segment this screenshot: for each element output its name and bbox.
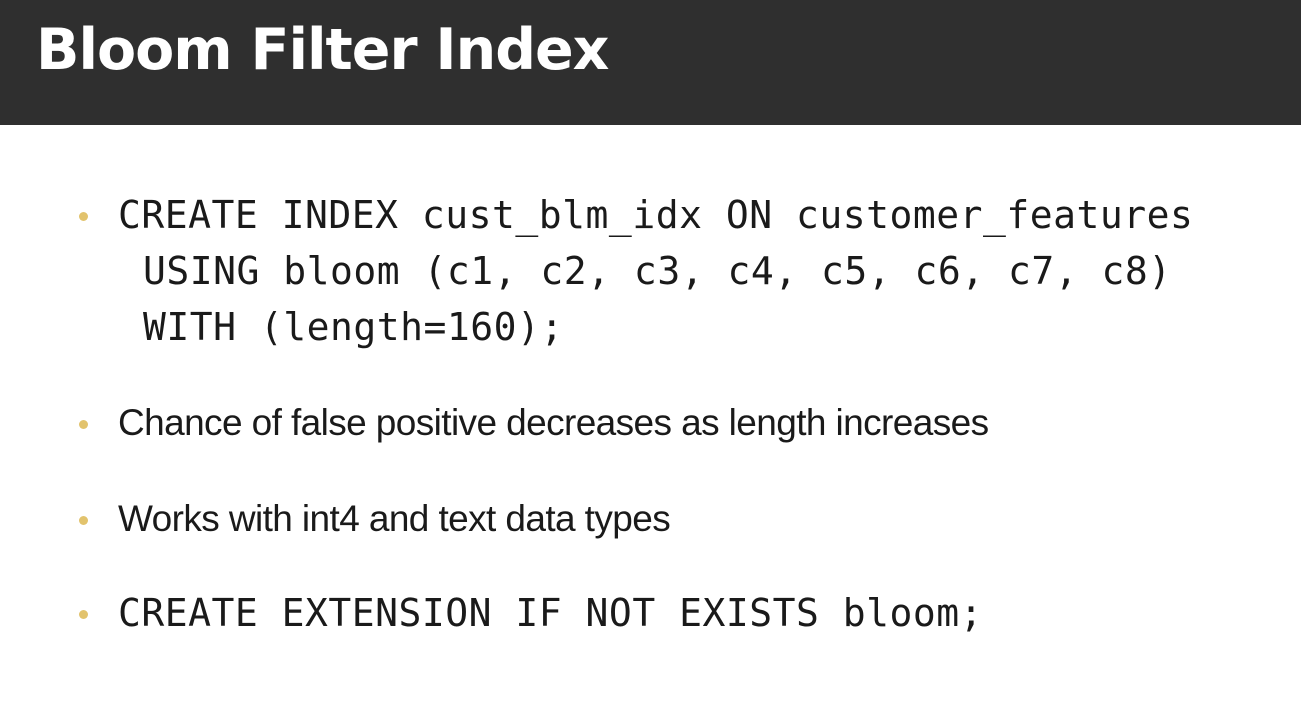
bullet-dot bbox=[79, 516, 88, 525]
code-line: USING bloom (c1, c2, c3, c4, c5, c6, c7,… bbox=[143, 249, 1172, 293]
bullet-text: Works with int4 and text data types bbox=[118, 498, 671, 539]
code-line: CREATE EXTENSION IF NOT EXISTS bloom; bbox=[118, 591, 983, 635]
code-line: WITH (length=160); bbox=[143, 305, 564, 349]
title-bar: Bloom Filter Index bbox=[0, 0, 1301, 125]
bullet-dot bbox=[79, 610, 88, 619]
bullet-dot bbox=[79, 420, 88, 429]
slide-title: Bloom Filter Index bbox=[36, 17, 609, 83]
bullet-text: Chance of false positive decreases as le… bbox=[118, 402, 989, 443]
bullet-dot bbox=[79, 212, 88, 221]
code-line: CREATE INDEX cust_blm_idx ON customer_fe… bbox=[118, 193, 1194, 237]
